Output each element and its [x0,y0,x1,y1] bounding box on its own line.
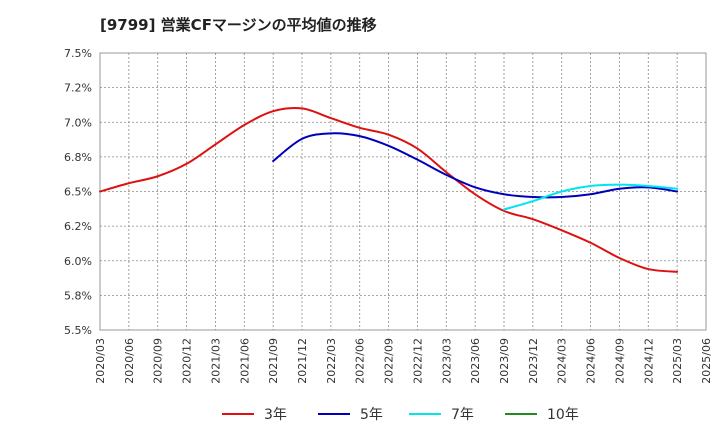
x-tick-label: 2022/06 [354,338,367,384]
x-tick-label: 2023/09 [498,338,511,384]
x-tick-label: 2022/12 [411,338,424,384]
x-tick-label: 2020/03 [94,338,107,384]
x-tick-label: 2023/06 [469,338,482,384]
y-tick-label: 6.8% [64,151,92,164]
legend-label-1: 5年 [360,407,383,423]
y-tick-label: 6.2% [64,220,92,233]
x-tick-label: 2024/06 [585,338,598,384]
x-tick-label: 2023/03 [440,338,453,384]
x-tick-label: 2021/09 [267,338,280,384]
x-tick-label: 2021/03 [209,338,222,384]
y-tick-label: 6.0% [64,255,92,268]
chart-title: [9799] 営業CFマージンの平均値の推移 [100,16,377,34]
y-tick-label: 7.5% [64,47,92,60]
series-line-1 [272,132,679,199]
axis-layer: 7.5%7.2%7.0%6.8%6.5%6.2%6.0%5.8%5.5%2020… [64,47,713,384]
legend-label-0: 3年 [264,407,287,423]
x-tick-label: 2021/06 [238,338,251,384]
series-line-2 [503,183,679,211]
x-tick-label: 2022/03 [325,338,338,384]
x-tick-label: 2021/12 [296,338,309,384]
series-line-0 [99,106,679,273]
x-tick-label: 2022/09 [383,338,396,384]
x-tick-label: 2025/03 [671,338,684,384]
legend: 3年 5年 7年 10年 [222,407,579,423]
x-tick-label: 2020/12 [181,338,194,384]
x-tick-label: 2023/12 [527,338,540,384]
legend-label-2: 7年 [451,407,474,423]
plot-area [99,52,707,331]
y-tick-label: 5.8% [64,289,92,302]
legend-label-3: 10年 [547,407,579,423]
y-tick-label: 7.2% [64,82,92,95]
series-layer [99,106,679,273]
x-tick-label: 2025/06 [700,338,713,384]
x-tick-label: 2024/03 [556,338,569,384]
y-tick-label: 5.5% [64,324,92,337]
y-tick-label: 7.0% [64,116,92,129]
y-tick-label: 6.5% [64,186,92,199]
x-tick-label: 2024/09 [613,338,626,384]
x-tick-label: 2024/12 [642,338,655,384]
x-tick-label: 2020/06 [123,338,136,384]
x-tick-label: 2020/09 [152,338,165,384]
